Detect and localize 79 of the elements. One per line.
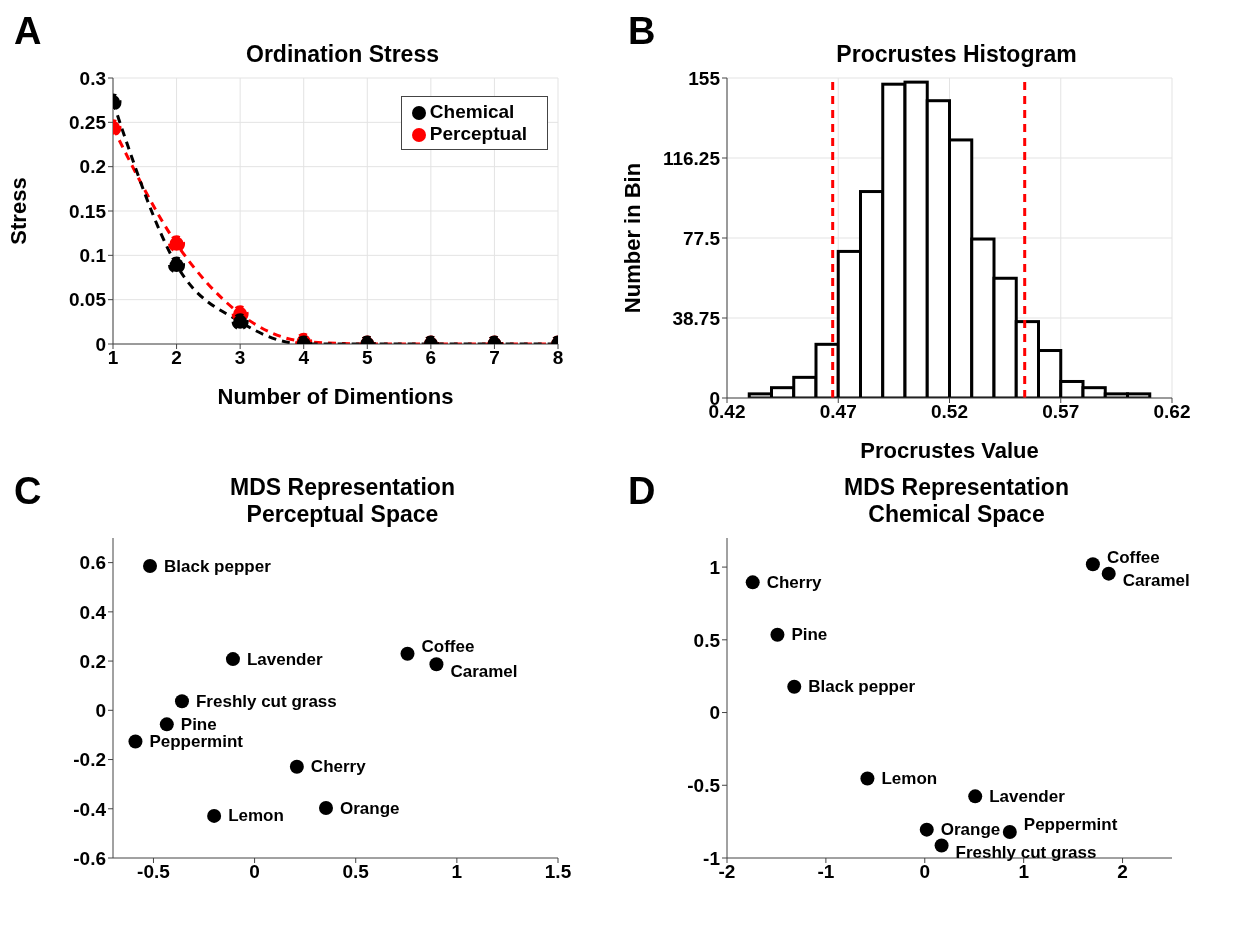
legend-label: Chemical — [429, 101, 515, 122]
annotation: Coffee — [1106, 547, 1160, 567]
annotation: Peppermint — [149, 732, 244, 752]
y-tick-label: 0.1 — [79, 245, 107, 267]
x-tick-label: 1 — [1018, 861, 1030, 883]
y-tick-label: 0.15 — [69, 200, 107, 222]
y-tick-label: -0.2 — [73, 749, 106, 771]
y-tick-label: -0.5 — [687, 775, 721, 797]
annotation: Caramel — [1122, 571, 1190, 591]
y-axis-title: Number in Bin — [619, 162, 645, 314]
annotation: Black pepper — [164, 556, 272, 576]
annotation: Lemon — [881, 768, 938, 788]
annotation: Lemon — [228, 806, 284, 826]
annotation: Coffee — [421, 637, 475, 657]
x-tick-label: 2 — [1117, 861, 1128, 883]
text: B — [628, 10, 656, 53]
y-tick-label: 0.5 — [693, 629, 721, 651]
chart-title: MDS Representation — [844, 474, 1069, 500]
annotation: Pine — [180, 714, 217, 734]
y-tick-label: 0.2 — [79, 156, 106, 178]
y-tick-label: 0.2 — [79, 650, 106, 672]
chart-subtitle: Perceptual Space — [246, 501, 439, 527]
x-tick-label: 0.52 — [931, 401, 968, 423]
x-tick-label: 8 — [552, 347, 564, 369]
y-tick-label: 0.05 — [69, 289, 107, 311]
annotation: Pine — [791, 625, 828, 645]
annotation: Freshly cut grass — [955, 842, 1097, 862]
chart-title: Procrustes Histogram — [836, 41, 1077, 67]
y-tick-label: 0 — [95, 333, 106, 355]
text: A — [14, 10, 42, 53]
x-tick-label: 5 — [362, 347, 373, 369]
annotation: Freshly cut grass — [195, 691, 337, 711]
chart-title: MDS Representation — [230, 474, 455, 500]
annotation: Black pepper — [808, 677, 916, 697]
chart-title: Ordination Stress — [246, 41, 439, 67]
x-axis-title: Procrustes Value — [860, 438, 1039, 463]
x-tick-label: -0.5 — [137, 861, 171, 883]
x-tick-label: 0.5 — [342, 861, 370, 883]
annotation: Orange — [339, 798, 400, 818]
x-tick-label: 2 — [171, 347, 182, 369]
x-tick-label: 0 — [919, 861, 931, 883]
annotation: Lavender — [989, 786, 1066, 806]
x-tick-label: 1 — [451, 861, 463, 883]
y-tick-label: 38.75 — [672, 307, 721, 329]
x-tick-label: -1 — [817, 861, 835, 883]
x-tick-label: 1.5 — [544, 861, 572, 883]
annotation: Cherry — [310, 757, 367, 777]
y-tick-label: 0 — [709, 702, 720, 724]
y-tick-label: -1 — [703, 847, 721, 869]
x-tick-label: 0.57 — [1042, 401, 1080, 423]
text: D — [628, 470, 656, 513]
x-tick-label: 4 — [298, 347, 310, 369]
annotation: Cherry — [766, 572, 823, 592]
x-tick-label: 0.62 — [1153, 401, 1191, 423]
text: C — [14, 470, 42, 513]
y-tick-label: 0 — [95, 700, 106, 722]
y-tick-label: 155 — [688, 67, 721, 89]
y-tick-label: -0.4 — [73, 798, 107, 820]
y-tick-label: 0.3 — [79, 67, 106, 89]
y-tick-label: 0.6 — [79, 552, 106, 574]
y-tick-label: 77.5 — [683, 227, 721, 249]
y-axis-title: Stress — [5, 177, 31, 245]
x-tick-label: 0.47 — [819, 401, 857, 423]
y-tick-label: 116.25 — [662, 147, 721, 169]
x-tick-label: 0 — [249, 861, 260, 883]
y-tick-label: 0.25 — [69, 112, 107, 134]
x-tick-label: 3 — [234, 347, 246, 369]
y-tick-label: -0.6 — [73, 847, 106, 869]
annotation: Orange — [940, 820, 1001, 840]
x-tick-label: 7 — [489, 347, 500, 369]
annotation: Lavender — [246, 649, 323, 669]
annotation: Peppermint — [1023, 815, 1118, 835]
legend-label: Perceptual — [429, 123, 527, 144]
annotation: Caramel — [450, 661, 518, 681]
x-axis-title: Number of Dimentions — [217, 384, 454, 409]
x-tick-label: 6 — [425, 347, 437, 369]
y-tick-label: 1 — [709, 556, 721, 578]
chart-subtitle: Chemical Space — [868, 501, 1045, 527]
y-tick-label: 0.4 — [79, 601, 107, 623]
